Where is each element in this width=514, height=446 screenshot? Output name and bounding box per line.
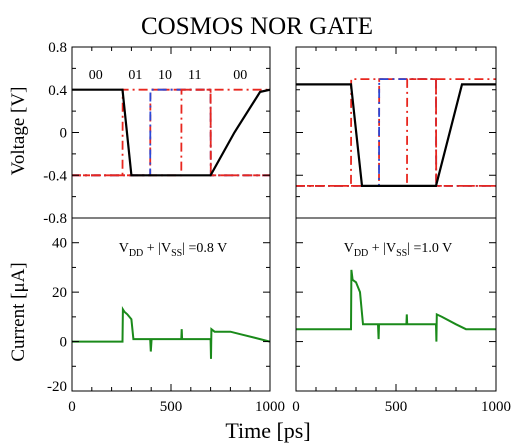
voltage-series-5 bbox=[72, 88, 270, 177]
y-tick-label-current: 0 bbox=[60, 335, 68, 351]
x-tick-label: 0 bbox=[68, 399, 76, 415]
panel-2: 0 500 1000 VDD + |VSS| =1.0 V bbox=[292, 46, 511, 415]
voltage-series-2 bbox=[296, 78, 496, 187]
y-axis-label-voltage: Voltage [V] bbox=[8, 87, 29, 176]
chart-title: COSMOS NOR GATE bbox=[141, 13, 373, 40]
x-tick-label: 1000 bbox=[481, 399, 511, 415]
voltage-series-1 bbox=[296, 78, 496, 187]
x-tick-label: 0 bbox=[292, 399, 300, 415]
supply-label-text: | =1.0 V bbox=[407, 241, 452, 256]
supply-voltage-label: VDD + |VSS| =1.0 V bbox=[344, 241, 453, 259]
supply-label-subscript: DD bbox=[129, 248, 143, 259]
supply-label-subscript: SS bbox=[171, 248, 182, 259]
input-state-label: 00 bbox=[89, 68, 103, 83]
y-tick-label-voltage: 0.8 bbox=[48, 40, 67, 56]
x-tick-label: 500 bbox=[385, 399, 408, 415]
current-series-1 bbox=[72, 306, 270, 359]
input-state-label: 10 bbox=[158, 68, 172, 83]
voltage-series-1 bbox=[72, 88, 270, 177]
y-tick-label-voltage: 0 bbox=[60, 126, 68, 142]
voltage-series-4 bbox=[296, 78, 496, 187]
supply-label-text: | =0.8 V bbox=[182, 241, 227, 256]
y-axis-label-current: Current [μA] bbox=[8, 262, 29, 361]
y-tick-label-voltage: -0.4 bbox=[43, 168, 67, 184]
voltage-series-2 bbox=[72, 88, 270, 177]
supply-label-text: + |V bbox=[143, 241, 171, 256]
voltage-series-4 bbox=[72, 88, 270, 177]
x-tick-label: 1000 bbox=[255, 399, 285, 415]
voltage-series-3 bbox=[296, 78, 496, 187]
supply-label-text: V bbox=[344, 241, 354, 256]
x-tick-label: 500 bbox=[160, 399, 183, 415]
y-tick-label-current: 20 bbox=[52, 285, 67, 301]
input-state-label: 00 bbox=[233, 68, 247, 83]
voltage-series-5 bbox=[296, 83, 496, 187]
voltage-plot-frame bbox=[295, 46, 497, 219]
input-state-label: 11 bbox=[188, 68, 201, 83]
supply-label-text: V bbox=[119, 241, 129, 256]
voltage-series-3 bbox=[72, 88, 270, 177]
y-tick-label-current: 40 bbox=[52, 236, 67, 252]
supply-voltage-label: VDD + |VSS| =0.8 V bbox=[119, 241, 228, 259]
x-axis-label: Time [ps] bbox=[225, 418, 310, 443]
y-tick-label-voltage: -0.8 bbox=[43, 211, 67, 227]
y-tick-label-current: -20 bbox=[47, 379, 67, 395]
current-series-1 bbox=[296, 269, 496, 342]
supply-label-subscript: SS bbox=[396, 248, 407, 259]
input-state-label: 01 bbox=[128, 68, 142, 83]
supply-label-subscript: DD bbox=[354, 248, 368, 259]
supply-label-text: + |V bbox=[368, 241, 396, 256]
y-tick-label-voltage: 0.4 bbox=[48, 83, 67, 99]
